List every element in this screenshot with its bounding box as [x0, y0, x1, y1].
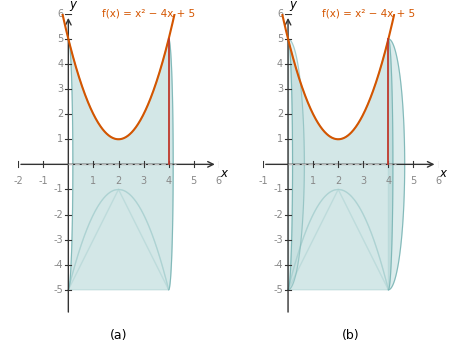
Text: 3: 3	[140, 176, 146, 186]
Text: 2: 2	[115, 176, 122, 186]
Text: 5: 5	[191, 176, 197, 186]
Text: -5: -5	[273, 285, 283, 295]
Text: (a): (a)	[110, 329, 127, 342]
Text: -2: -2	[54, 210, 64, 219]
Text: 4: 4	[165, 176, 172, 186]
Text: 5: 5	[277, 34, 283, 44]
Text: 1: 1	[91, 176, 97, 186]
Polygon shape	[68, 39, 173, 290]
Text: -3: -3	[273, 235, 283, 245]
Text: f(x) = x² − 4x + 5: f(x) = x² − 4x + 5	[102, 9, 195, 19]
Text: -5: -5	[54, 285, 64, 295]
Text: 3: 3	[360, 176, 366, 186]
Text: 2: 2	[277, 109, 283, 119]
Text: 4: 4	[57, 59, 64, 69]
Polygon shape	[288, 39, 393, 290]
Text: -2: -2	[273, 210, 283, 219]
Polygon shape	[388, 39, 405, 290]
Text: x: x	[220, 167, 227, 180]
Text: y: y	[289, 0, 296, 11]
Text: 1: 1	[277, 134, 283, 144]
Text: -1: -1	[273, 184, 283, 194]
Text: -1: -1	[38, 176, 48, 186]
Text: 6: 6	[216, 176, 222, 186]
Text: 5: 5	[57, 34, 64, 44]
Text: x: x	[440, 167, 447, 180]
Text: 2: 2	[57, 109, 64, 119]
Text: -4: -4	[54, 260, 64, 270]
Text: 4: 4	[277, 59, 283, 69]
Text: 6: 6	[436, 176, 442, 186]
Text: -3: -3	[54, 235, 64, 245]
Text: 1: 1	[310, 176, 316, 186]
Text: 6: 6	[277, 9, 283, 19]
Text: -1: -1	[54, 184, 64, 194]
Text: -1: -1	[258, 176, 268, 186]
Text: 6: 6	[57, 9, 64, 19]
Text: -4: -4	[273, 260, 283, 270]
Text: 5: 5	[410, 176, 417, 186]
Text: y: y	[69, 0, 76, 11]
Polygon shape	[288, 39, 304, 290]
Text: 3: 3	[277, 84, 283, 94]
Text: 1: 1	[57, 134, 64, 144]
Text: 3: 3	[57, 84, 64, 94]
Text: (b): (b)	[342, 329, 360, 342]
Text: 2: 2	[335, 176, 341, 186]
Text: -2: -2	[13, 176, 23, 186]
Text: f(x) = x² − 4x + 5: f(x) = x² − 4x + 5	[322, 9, 415, 19]
Text: 4: 4	[385, 176, 392, 186]
